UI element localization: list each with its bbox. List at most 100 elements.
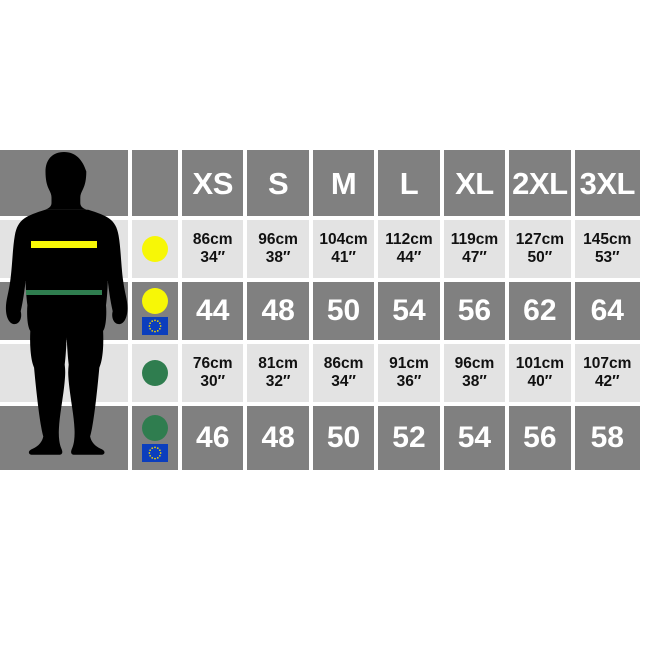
value-in: 34″: [200, 249, 226, 266]
value-cm: 81cm: [258, 354, 298, 372]
cell-waist-eu-xl: 54: [443, 406, 510, 470]
eu-size-value: 56: [457, 294, 492, 327]
size-header-l: L: [378, 150, 444, 220]
size-label: XS: [192, 165, 234, 201]
yellow-dot-icon: [142, 287, 168, 314]
size-label: XL: [455, 165, 494, 201]
size-header-xl: XL: [443, 150, 510, 220]
cell-chest-m: 104cm 41″: [312, 220, 379, 282]
eu-size-value: 50: [326, 294, 361, 327]
eu-size-value: 50: [326, 421, 361, 454]
eu-size-value: 44: [196, 294, 230, 327]
eu-size-value: 48: [261, 294, 295, 327]
value-cm: 107cm: [583, 354, 632, 372]
value-in: 32″: [265, 373, 291, 390]
value-in: 47″: [462, 249, 487, 266]
value-in: 42″: [594, 373, 620, 390]
size-label: 3XL: [579, 165, 636, 201]
cell-waist-eu-3xl: 58: [574, 406, 640, 470]
value-in: 44″: [396, 249, 422, 266]
eu-size-value: 48: [261, 421, 295, 454]
cell-waist-3xl: 107cm 42″: [574, 344, 640, 406]
value-in: 38″: [265, 249, 291, 266]
size-table: XS S M L XL 2XL 3XL 86cm 34″: [0, 150, 640, 470]
size-header-2xl: 2XL: [509, 150, 575, 220]
cell-chest-eu-l: 54: [378, 282, 444, 344]
chest-measure-line: [31, 241, 97, 248]
value-in: 41″: [331, 249, 356, 266]
cell-waist-xl: 96cm 38″: [443, 344, 510, 406]
cell-waist-eu-s: 48: [247, 406, 313, 470]
cell-chest-xl: 119cm 47″: [443, 220, 510, 282]
cell-chest-eu-s: 48: [247, 282, 313, 344]
size-label: M: [330, 165, 357, 201]
value-cm: 76cm: [192, 354, 233, 372]
cell-waist-eu-2xl: 56: [509, 406, 575, 470]
size-label: L: [399, 165, 419, 201]
value-cm: 86cm: [323, 354, 364, 372]
value-in: 30″: [200, 373, 226, 390]
cell-chest-eu-2xl: 62: [509, 282, 575, 344]
value-cm: 101cm: [515, 354, 564, 372]
silhouette-body: [5, 152, 128, 455]
eu-flag-icon: [142, 443, 168, 462]
value-in: 38″: [462, 373, 487, 390]
value-cm: 127cm: [515, 230, 564, 248]
green-dot-icon: [142, 360, 168, 386]
eu-size-value: 64: [590, 294, 624, 327]
eu-size-value: 56: [523, 421, 557, 454]
value-in: 40″: [527, 373, 553, 390]
cell-waist-m: 86cm 34″: [312, 344, 379, 406]
icon-cell-waist: [132, 344, 182, 406]
cell-chest-3xl: 145cm 53″: [574, 220, 640, 282]
eu-size-value: 54: [392, 294, 426, 327]
cell-chest-l: 112cm 44″: [378, 220, 444, 282]
value-cm: 86cm: [192, 230, 233, 248]
cell-chest-xs: 86cm 34″: [182, 220, 248, 282]
icon-cell-chest: [132, 220, 182, 282]
icon-cell-header: [132, 150, 182, 220]
size-header-s: S: [247, 150, 313, 220]
cell-waist-eu-l: 52: [378, 406, 444, 470]
size-header-3xl: 3XL: [574, 150, 640, 220]
cell-chest-eu-xl: 56: [443, 282, 510, 344]
cell-waist-eu-xs: 46: [182, 406, 248, 470]
band-row-waist-eu: [0, 406, 128, 470]
eu-size-value: 62: [523, 294, 557, 327]
eu-size-value: 46: [196, 421, 230, 454]
cell-chest-eu-m: 50: [312, 282, 379, 344]
yellow-dot-icon: [142, 236, 168, 262]
value-in: 53″: [594, 249, 620, 266]
icon-cell-chest-eu: [132, 282, 182, 344]
cell-chest-eu-3xl: 64: [574, 282, 640, 344]
value-cm: 96cm: [258, 230, 298, 248]
eu-size-value: 54: [457, 421, 492, 454]
value-in: 50″: [527, 249, 553, 266]
value-cm: 112cm: [385, 230, 433, 248]
value-in: 34″: [331, 373, 356, 390]
cell-waist-eu-m: 50: [312, 406, 379, 470]
male-silhouette: [0, 150, 128, 470]
cell-waist-s: 81cm 32″: [247, 344, 313, 406]
size-header-m: M: [312, 150, 379, 220]
size-label: S: [268, 165, 289, 201]
cell-chest-s: 96cm 38″: [247, 220, 313, 282]
value-cm: 104cm: [319, 230, 368, 248]
body-figure-cell: [0, 150, 132, 470]
cell-waist-xs: 76cm 30″: [182, 344, 248, 406]
green-dot-icon: [142, 414, 168, 441]
value-cm: 91cm: [389, 354, 429, 372]
value-cm: 119cm: [450, 230, 499, 248]
cell-waist-2xl: 101cm 40″: [509, 344, 575, 406]
size-header-xs: XS: [182, 150, 248, 220]
value-cm: 96cm: [454, 354, 495, 372]
eu-size-value: 58: [590, 421, 624, 454]
cell-chest-eu-xs: 44: [182, 282, 248, 344]
cell-waist-l: 91cm 36″: [378, 344, 444, 406]
eu-size-value: 52: [392, 421, 426, 454]
value-in: 36″: [396, 373, 422, 390]
eu-flag-icon: [142, 316, 168, 335]
cell-chest-2xl: 127cm 50″: [509, 220, 575, 282]
value-cm: 145cm: [583, 230, 632, 248]
